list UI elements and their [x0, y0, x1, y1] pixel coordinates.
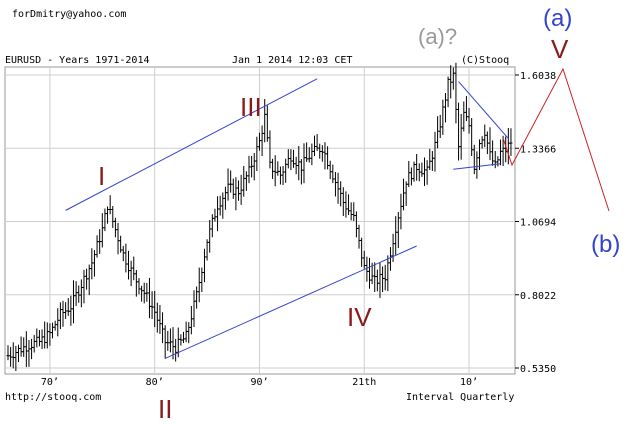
- x-axis: 70’ 80’ 90’ 21th 10’: [41, 377, 478, 388]
- wave-label-IV: IV: [347, 302, 372, 332]
- wave-label-II: II: [158, 394, 172, 424]
- channel-line-upper: [65, 78, 318, 211]
- x-tick-label: 10’: [460, 377, 478, 388]
- y-tick-label: 0.8022: [520, 291, 556, 302]
- wave-label-b: (b): [591, 231, 620, 258]
- channel-line-wedge_top: [458, 81, 510, 140]
- x-tick-label: 90’: [250, 377, 268, 388]
- y-tick-label: 1.6038: [520, 71, 556, 82]
- y-tick-label: 1.3366: [520, 144, 556, 155]
- channel-line-wedge_bottom: [453, 163, 501, 170]
- channel-line-lower: [164, 245, 417, 359]
- wave-label-a-question: (a)?: [418, 24, 457, 49]
- y-tick-label: 0.5350: [520, 364, 556, 375]
- interval-label: Interval Quarterly: [406, 392, 514, 403]
- email-label: forDmitry@yahoo.com: [12, 9, 126, 20]
- wave-label-I: I: [98, 161, 105, 191]
- x-tick-label: 80’: [146, 377, 164, 388]
- projection-path: [502, 67, 610, 212]
- copyright-label: (C)Stooq: [461, 55, 509, 66]
- trend-channels: [65, 78, 510, 359]
- chart-datetime: Jan 1 2014 12:03 CET: [232, 55, 352, 66]
- y-tick-label: 1.0694: [520, 218, 556, 229]
- y-axis: 1.6038 1.3366 1.0694 0.8022 0.5350: [515, 71, 556, 375]
- wave-label-V: V: [551, 34, 569, 64]
- source-label: http://stooq.com: [5, 392, 101, 403]
- wave-label-III: III: [240, 92, 262, 122]
- chart-title: EURUSD - Years 1971-2014: [5, 55, 150, 66]
- x-tick-label: 21th: [352, 377, 376, 388]
- price-series: [6, 62, 513, 371]
- wave-label-a: (a): [543, 5, 572, 32]
- plot-frame: [4, 66, 516, 375]
- x-tick-label: 70’: [41, 377, 59, 388]
